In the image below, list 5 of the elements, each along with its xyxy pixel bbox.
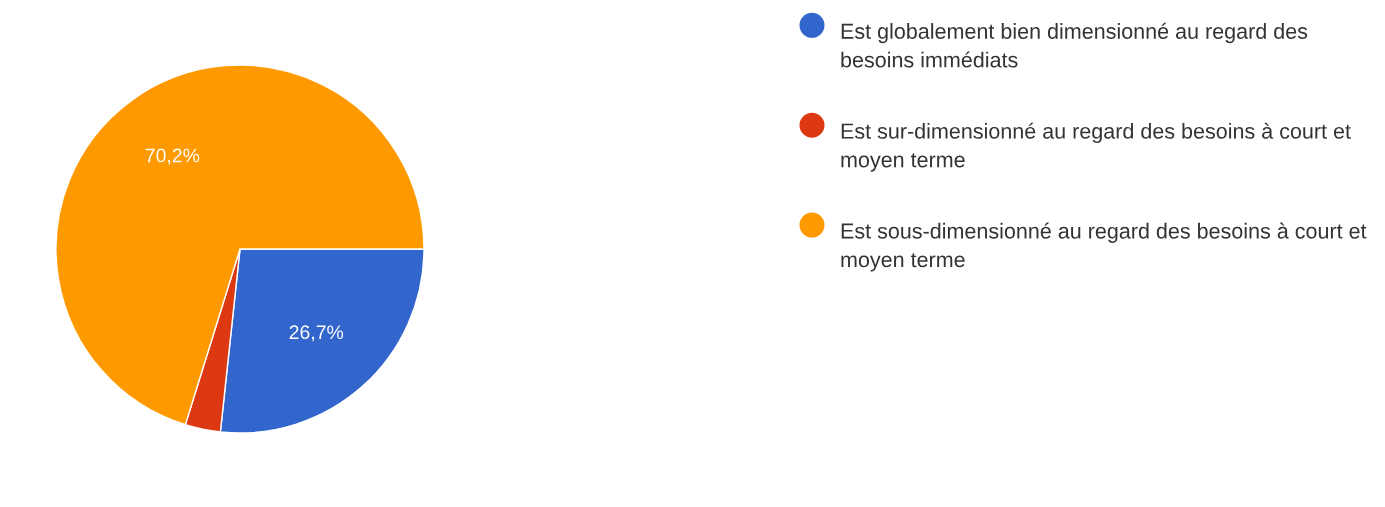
data-label: 70,2% <box>145 148 200 165</box>
legend-label: Est globalement bien dimensionné au regard des besoins immédiats <box>841 22 1308 68</box>
data-label: 26,7% <box>289 325 344 342</box>
legend-label: Est sous-dimensionné au regard des besoins à court et moyen terme <box>841 222 1367 272</box>
legend-label: Est sur-dimensionné au regard des besoins à court et moyen terme <box>841 122 1351 172</box>
